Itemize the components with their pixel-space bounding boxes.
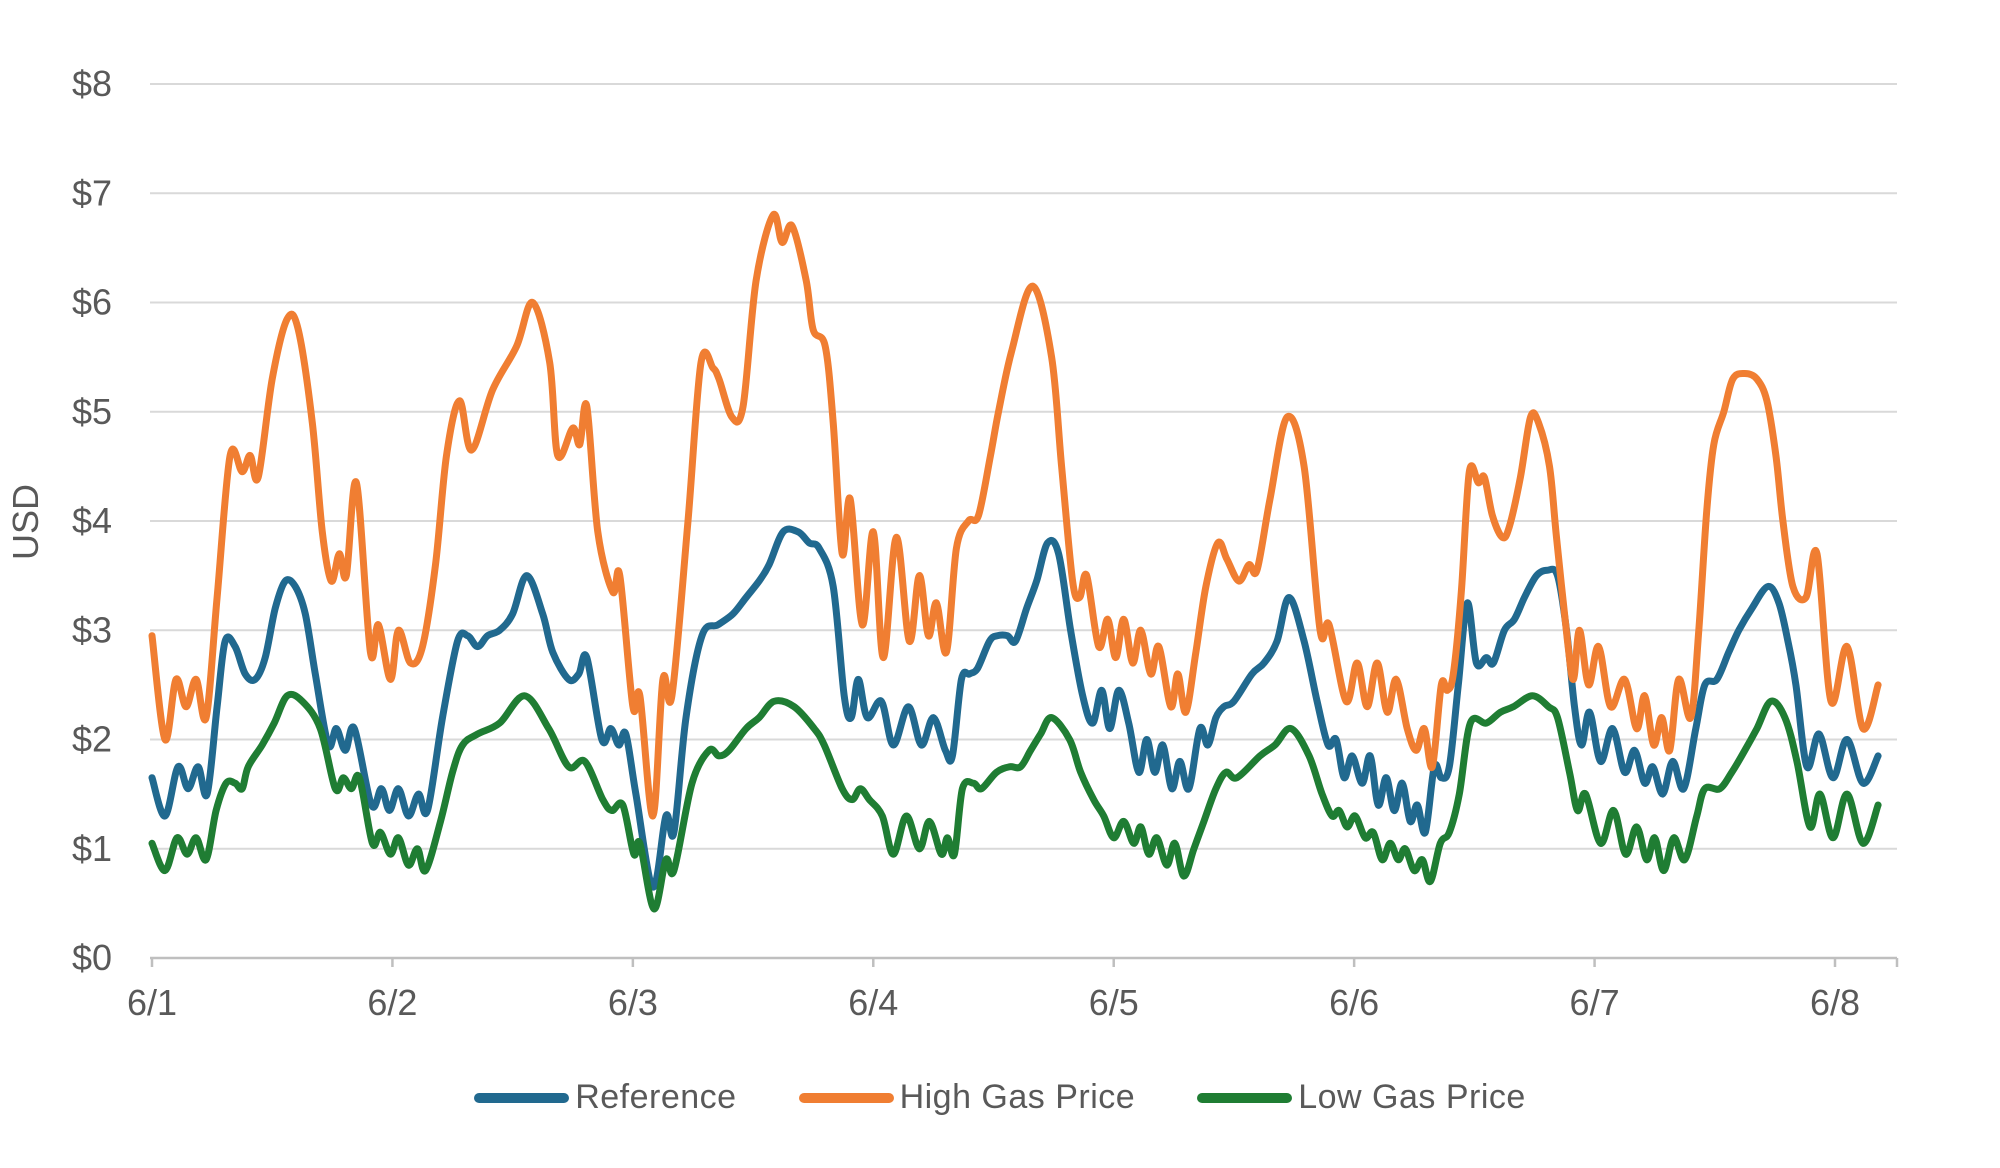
x-tick-label: 6/3 bbox=[608, 982, 658, 1023]
high-gas-price-line-swatch-icon bbox=[798, 1092, 894, 1103]
x-tick-label: 6/1 bbox=[127, 982, 177, 1023]
x-tick-label: 6/2 bbox=[367, 982, 417, 1023]
y-tick-label: $5 bbox=[72, 391, 112, 432]
legend-item-low-gas-price[interactable]: Low Gas Price bbox=[1197, 1078, 1526, 1117]
legend-item-high-gas-price[interactable]: High Gas Price bbox=[798, 1078, 1136, 1117]
y-tick-label: $4 bbox=[72, 500, 112, 541]
legend-label-reference: Reference bbox=[575, 1078, 737, 1116]
y-tick-label: $0 bbox=[72, 937, 112, 978]
legend-item-reference[interactable]: Reference bbox=[474, 1078, 736, 1117]
axes bbox=[150, 956, 1899, 967]
x-tick-label: 6/7 bbox=[1570, 982, 1620, 1023]
x-tick-label: 6/5 bbox=[1089, 982, 1139, 1023]
y-tick-label: $7 bbox=[72, 172, 112, 213]
y-tick-label: $6 bbox=[72, 282, 112, 323]
y-tick-label: $3 bbox=[72, 609, 112, 650]
legend-label-high-gas-price: High Gas Price bbox=[899, 1078, 1136, 1116]
y-axis-title: USD bbox=[5, 484, 46, 560]
axis-labels: $0 $1 $2 $3 $4 $5 $6 $7 $8 6/1 6/2 6/3 6/4 6/5 6/6 6/7 6… bbox=[72, 63, 1860, 1023]
x-tick-label: 6/8 bbox=[1810, 982, 1860, 1023]
gridlines bbox=[150, 83, 1897, 850]
series-line-low-gas-price bbox=[148, 690, 1882, 913]
y-tick-label: $8 bbox=[72, 63, 112, 104]
reference-line-swatch-icon bbox=[474, 1092, 570, 1103]
x-tick-label: 6/6 bbox=[1329, 982, 1379, 1023]
series-lines bbox=[148, 210, 1882, 913]
legend-label-low-gas-price: Low Gas Price bbox=[1298, 1078, 1526, 1116]
low-gas-price-line-swatch-icon bbox=[1197, 1092, 1293, 1103]
x-tick-label: 6/4 bbox=[848, 982, 898, 1023]
y-tick-label: $1 bbox=[72, 828, 112, 869]
legend: Reference High Gas Price Low Gas Price bbox=[0, 1078, 2000, 1117]
series-line-high-gas-price bbox=[148, 210, 1882, 820]
y-tick-label: $2 bbox=[72, 719, 112, 760]
